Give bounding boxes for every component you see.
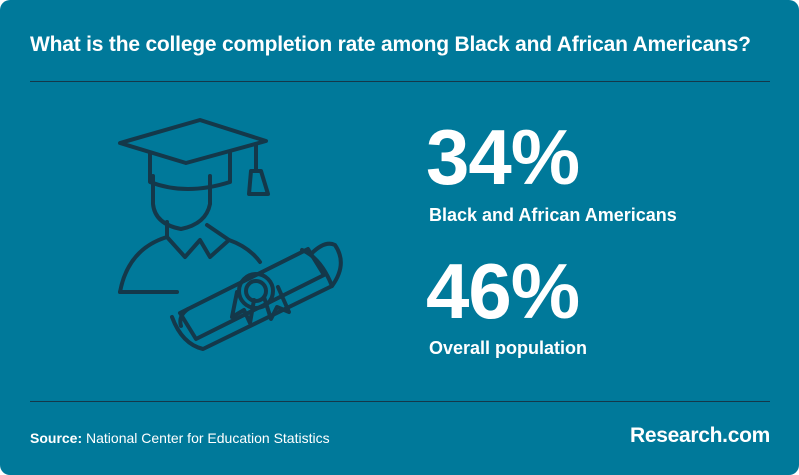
top-divider [30,81,770,82]
source-label: Source: [30,430,83,446]
source-text: National Center for Education Statistics [86,430,330,446]
stat-value-black-african-americans: 34% [426,113,580,201]
seal-icon [230,272,291,325]
bottom-divider [30,401,770,402]
stat-value-overall-population: 46% [426,247,580,335]
diploma-scroll-icon [170,241,343,351]
graduate-icon [118,118,343,351]
stat-label-black-african-americans: Black and African Americans [429,205,677,225]
source-note: Source: National Center for Education St… [30,430,330,446]
brand-logo: Research.com [630,424,770,447]
infographic-title: What is the college completion rate amon… [30,33,751,56]
stat-label-overall-population: Overall population [429,338,588,358]
